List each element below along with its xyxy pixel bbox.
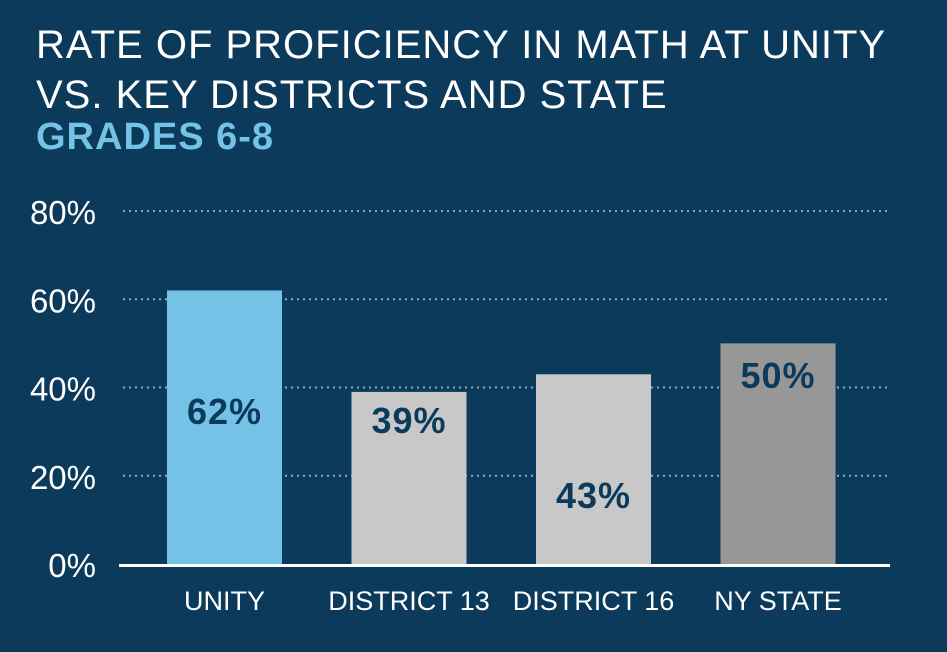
y-tick-label: 60%: [30, 282, 96, 319]
y-tick-label: 40%: [30, 371, 96, 408]
x-category-label: NY STATE: [714, 586, 842, 616]
x-category-label: UNITY: [184, 586, 265, 616]
bar: [720, 343, 836, 564]
y-tick-label: 80%: [30, 194, 96, 231]
x-category-label: DISTRICT 13: [328, 586, 490, 616]
bar-value-label: 39%: [371, 400, 446, 441]
bar-value-label: 62%: [187, 391, 262, 432]
y-tick-label: 20%: [30, 459, 96, 496]
bar: [536, 374, 651, 564]
chart-subtitle: GRADES 6-8: [36, 116, 275, 158]
x-category-label: DISTRICT 16: [513, 586, 675, 616]
bar: [351, 391, 467, 564]
bar: [167, 290, 282, 564]
bar-value-label: 50%: [740, 355, 815, 396]
bar-value-label: 43%: [556, 475, 631, 516]
chart-title: RATE OF PROFICIENCY IN MATH AT UNITY VS.…: [36, 23, 886, 117]
y-tick-label: 0%: [48, 547, 96, 584]
